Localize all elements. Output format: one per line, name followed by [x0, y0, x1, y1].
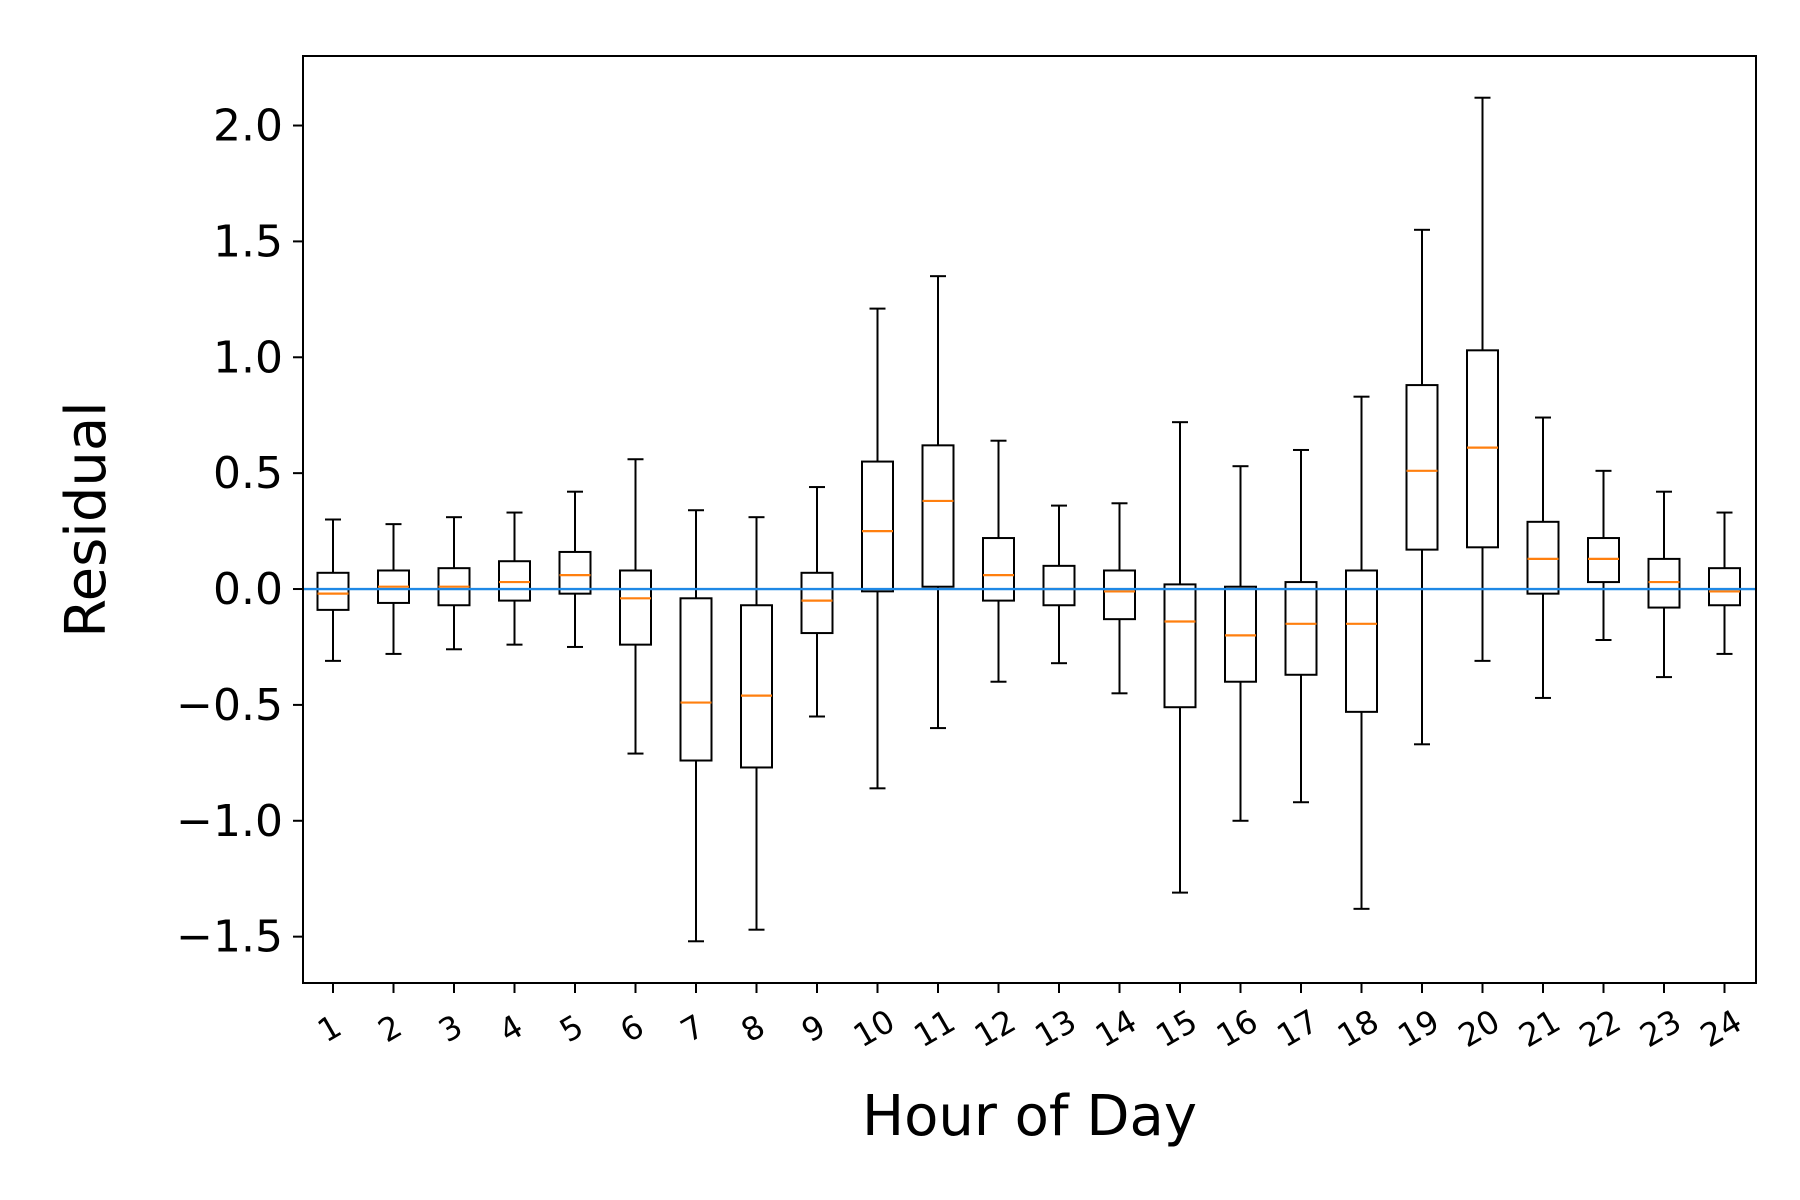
box-hour-15: [1163, 421, 1197, 894]
plot-frame: [302, 55, 1757, 984]
x-tick-label: 19: [1391, 1002, 1445, 1055]
x-tick-label: 16: [1210, 1002, 1264, 1055]
x-tick-label: 14: [1089, 1002, 1143, 1055]
iqr-box: [921, 444, 955, 588]
x-tick-label: 18: [1331, 1002, 1385, 1055]
y-tick-label: 2.0: [213, 101, 283, 152]
box-hour-10: [861, 307, 894, 790]
x-tick-label: 2: [372, 1007, 409, 1050]
iqr-box: [1647, 557, 1681, 609]
iqr-box: [1042, 564, 1076, 607]
box-hour-12: [982, 439, 1015, 683]
iqr-box: [1345, 569, 1378, 713]
iqr-box: [1284, 581, 1318, 676]
box-hour-3: [437, 516, 471, 651]
x-tick-label: 23: [1633, 1002, 1687, 1055]
iqr-box: [740, 604, 773, 769]
box-hour-17: [1284, 448, 1318, 804]
iqr-box: [1526, 520, 1560, 595]
x-tick-label: 15: [1149, 1002, 1203, 1055]
x-tick-label: 10: [847, 1002, 901, 1055]
x-axis-title: Hour of Day: [862, 1084, 1197, 1149]
y-tick-label: −1.0: [176, 796, 283, 847]
x-tick-label: 20: [1452, 1002, 1506, 1055]
box-hour-23: [1647, 490, 1681, 679]
box-hour-19: [1405, 228, 1439, 746]
box-hour-2: [377, 523, 410, 655]
iqr-box: [679, 597, 713, 762]
iqr-box: [1163, 583, 1197, 709]
x-tick-label: 8: [735, 1007, 772, 1050]
iqr-box: [1224, 585, 1257, 683]
x-tick-label: 21: [1512, 1002, 1566, 1055]
y-axis: 2.0 1.5 1.0 0.5 0.0 −0.5 −1.0 −1.5: [176, 101, 303, 963]
x-tick-label: 22: [1573, 1002, 1627, 1055]
box-hour-21: [1526, 416, 1560, 699]
box-hour-6: [619, 458, 652, 755]
x-tick-label: 3: [432, 1007, 469, 1050]
x-tick-label: 1: [311, 1007, 348, 1050]
x-tick-label: 12: [968, 1002, 1022, 1055]
box-hour-14: [1103, 502, 1136, 695]
iqr-box: [861, 460, 894, 593]
iqr-box: [1587, 537, 1620, 584]
box-hour-20: [1466, 96, 1499, 662]
x-tick-label: 13: [1028, 1002, 1082, 1055]
y-tick-label: 1.0: [213, 332, 283, 383]
y-tick-label: 1.5: [213, 216, 283, 267]
iqr-box: [1405, 384, 1439, 551]
y-tick-label: 0.5: [213, 448, 283, 499]
box-hour-18: [1345, 395, 1378, 910]
box-hour-9: [800, 486, 834, 718]
y-tick-label: −0.5: [176, 680, 283, 731]
box-hour-11: [921, 275, 955, 730]
iqr-box: [316, 571, 350, 611]
box-hour-24: [1708, 511, 1741, 655]
y-tick-label: 0.0: [213, 564, 283, 615]
iqr-box: [1103, 569, 1136, 621]
x-tick-label: 5: [553, 1007, 590, 1050]
plot-marks: [316, 96, 1741, 943]
x-axis: 1 2 3 4 5 6 7 8 9 10 11 12 13 14 15 16 17 18 19 20 21 22 23 24: [311, 983, 1748, 1055]
iqr-box: [1708, 567, 1741, 607]
x-tick-label: 7: [674, 1007, 711, 1050]
box-hour-1: [316, 518, 350, 662]
iqr-box: [800, 571, 834, 635]
iqr-box: [619, 569, 652, 646]
x-tick-label: 6: [614, 1007, 651, 1050]
box-hour-22: [1587, 469, 1620, 642]
iqr-box: [982, 537, 1015, 602]
x-tick-label: 4: [493, 1007, 530, 1050]
x-tick-label: 9: [795, 1007, 832, 1050]
y-tick-label: −1.5: [176, 912, 283, 963]
x-tick-label: 17: [1270, 1002, 1324, 1055]
iqr-box: [1466, 349, 1499, 549]
iqr-box: [558, 550, 592, 595]
box-hour-16: [1224, 465, 1257, 822]
y-axis-title: Residual: [54, 401, 119, 638]
x-tick-label: 24: [1694, 1002, 1748, 1055]
x-tick-label: 11: [907, 1002, 961, 1055]
box-hour-13: [1042, 504, 1076, 665]
box-hour-5: [558, 490, 592, 648]
box-hour-4: [498, 511, 531, 646]
iqr-box: [498, 560, 531, 602]
box-hour-7: [679, 509, 713, 943]
box-hour-8: [740, 516, 773, 931]
